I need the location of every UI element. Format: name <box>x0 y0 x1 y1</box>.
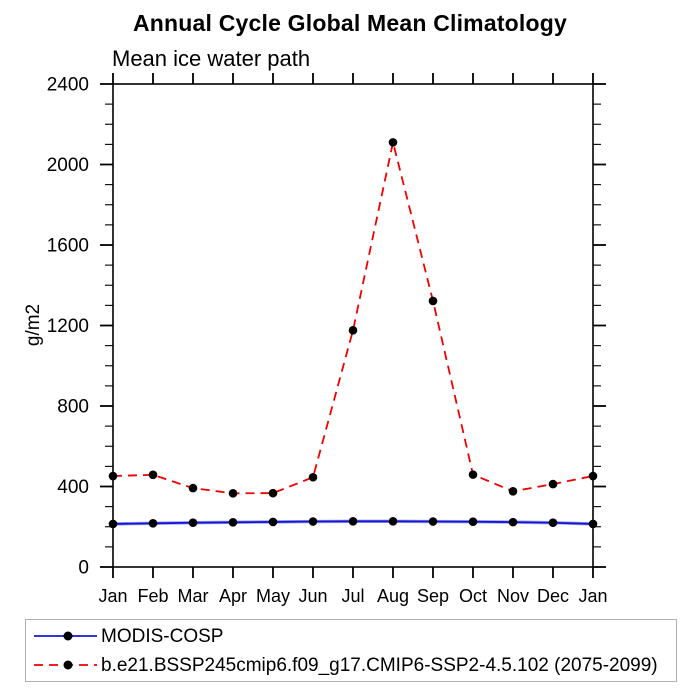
legend-row-modis: MODIS-COSP <box>30 622 676 651</box>
x-month-label: Aug <box>377 586 409 606</box>
x-month-label: Nov <box>497 586 529 606</box>
plot-frame <box>112 83 594 568</box>
x-month-label: Sep <box>417 586 449 606</box>
data-point-s1 <box>428 296 438 306</box>
data-point-s0 <box>588 519 598 529</box>
data-point-s1 <box>308 472 318 482</box>
chart-title: Annual Cycle Global Mean Climatology <box>132 10 568 36</box>
legend-row-model: b.e21.BSSP245cmip6.f09_g17.CMIP6-SSP2-4.… <box>30 651 676 680</box>
x-month-label: Jun <box>298 586 327 606</box>
data-point-s1 <box>348 326 358 335</box>
legend: MODIS-COSP b.e21.BSSP245cmip6.f09_g17.CM… <box>25 619 677 682</box>
data-point-s0 <box>388 517 398 526</box>
legend-line-sample-solid <box>34 631 97 641</box>
data-point-s0 <box>148 519 158 528</box>
y-tick-label: 800 <box>57 397 89 418</box>
series-line-1 <box>112 141 594 495</box>
y-tick-label: 0 <box>78 558 89 579</box>
data-point-s0 <box>108 519 118 529</box>
y-tick-label: 1200 <box>47 316 89 337</box>
chart-subtitle: Mean ice water path <box>112 46 311 71</box>
legend-line-sample-dashed <box>34 660 97 670</box>
x-month-label: Mar <box>178 586 209 606</box>
x-month-label: May <box>256 586 290 606</box>
x-month-label: Jul <box>341 586 364 606</box>
data-point-s0 <box>188 518 198 528</box>
data-point-s0 <box>348 517 358 526</box>
data-point-s1 <box>228 489 238 498</box>
data-point-s0 <box>428 517 438 526</box>
legend-marker-dot <box>63 660 73 670</box>
data-point-s0 <box>508 517 518 527</box>
data-point-s0 <box>308 517 318 526</box>
x-month-label: Apr <box>219 586 247 606</box>
y-tick-label: 2000 <box>47 155 89 176</box>
x-month-label: Jan <box>578 586 607 606</box>
data-point-s1 <box>108 471 118 481</box>
data-point-s1 <box>508 487 518 496</box>
data-point-s1 <box>388 138 398 147</box>
data-point-s1 <box>548 479 558 489</box>
y-tick-label: 2400 <box>47 75 89 96</box>
data-point-s0 <box>268 517 278 527</box>
data-point-s1 <box>588 471 598 481</box>
x-month-label: Oct <box>459 586 487 606</box>
data-point-s1 <box>188 483 198 493</box>
data-point-s1 <box>148 470 158 480</box>
data-point-s1 <box>468 470 478 479</box>
x-month-label: Jan <box>98 586 127 606</box>
y-tick-label: 400 <box>57 477 89 498</box>
data-point-s0 <box>468 517 478 527</box>
legend-label-modis: MODIS-COSP <box>101 625 224 647</box>
y-tick-label: 1600 <box>47 236 89 257</box>
x-month-label: Dec <box>537 586 569 606</box>
legend-label-model: b.e21.BSSP245cmip6.f09_g17.CMIP6-SSP2-4.… <box>101 654 658 676</box>
data-point-s0 <box>548 518 558 528</box>
x-month-label: Feb <box>137 586 168 606</box>
data-point-s1 <box>268 488 278 498</box>
legend-marker-dot <box>63 631 73 641</box>
data-point-s0 <box>228 518 238 527</box>
